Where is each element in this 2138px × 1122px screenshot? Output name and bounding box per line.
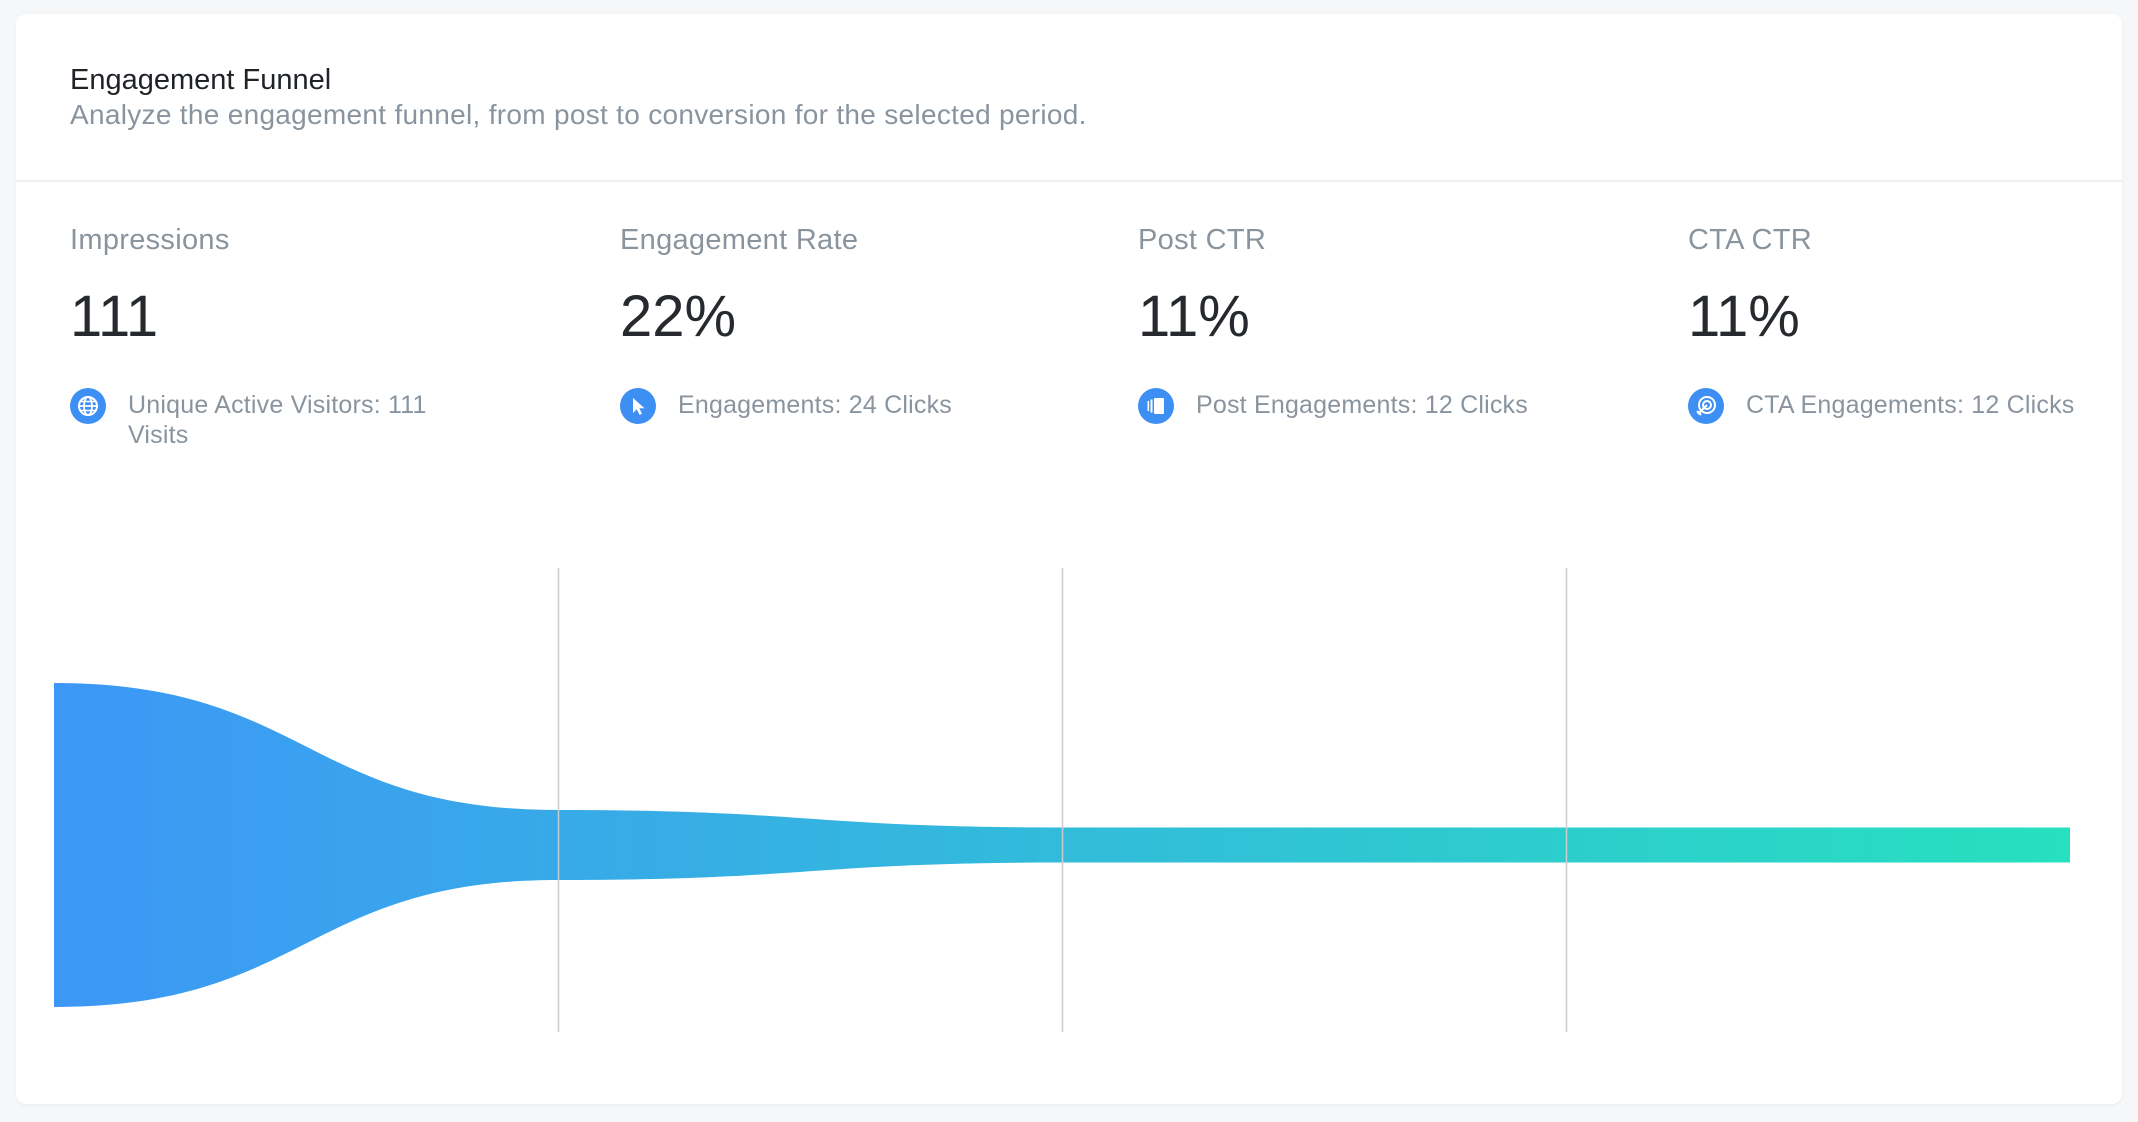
funnel-svg	[54, 568, 2070, 1032]
metric-detail: Post Engagements: 12 Clicks	[1138, 388, 1578, 424]
metric-engagement-rate: Engagement Rate 22% Engagements: 24 Clic…	[620, 222, 1060, 424]
metric-value: 111	[70, 284, 159, 349]
metric-detail: CTA Engagements: 12 Clicks	[1688, 388, 2128, 424]
target-icon	[1688, 388, 1724, 424]
metric-detail: Engagements: 24 Clicks	[620, 388, 1060, 424]
metric-detail-text: CTA Engagements: 12 Clicks	[1746, 391, 2075, 419]
metric-label: Engagement Rate	[620, 224, 859, 256]
metric-impressions: Impressions 111 Unique Active Visitors: …	[70, 222, 510, 450]
metric-cta-ctr: CTA CTR 11% CTA Engagements: 12 Clicks	[1688, 222, 2128, 424]
metric-detail-text: Unique Active Visitors: 111 Visits	[128, 391, 427, 449]
metric-value: 11%	[1688, 284, 1800, 349]
engagement-funnel-card: Engagement Funnel Analyze the engagement…	[16, 14, 2122, 1104]
metric-detail-text: Engagements: 24 Clicks	[678, 391, 952, 419]
metric-detail-text: Post Engagements: 12 Clicks	[1196, 391, 1528, 419]
post-icon	[1138, 388, 1174, 424]
metric-label: Impressions	[70, 224, 230, 256]
metric-post-ctr: Post CTR 11% Post Engagements: 12 Clicks	[1138, 222, 1578, 424]
cursor-icon	[620, 388, 656, 424]
card-header: Engagement Funnel Analyze the engagement…	[16, 14, 2122, 182]
globe-icon	[70, 388, 106, 424]
metric-value: 11%	[1138, 284, 1250, 349]
card-subtitle: Analyze the engagement funnel, from post…	[70, 99, 1087, 130]
metric-detail: Unique Active Visitors: 111 Visits	[70, 388, 510, 450]
funnel-chart	[54, 552, 2070, 1057]
metric-label: Post CTR	[1138, 224, 1267, 256]
metric-label: CTA CTR	[1688, 224, 1813, 256]
card-title: Engagement Funnel	[70, 64, 332, 96]
metric-value: 22%	[620, 284, 737, 349]
